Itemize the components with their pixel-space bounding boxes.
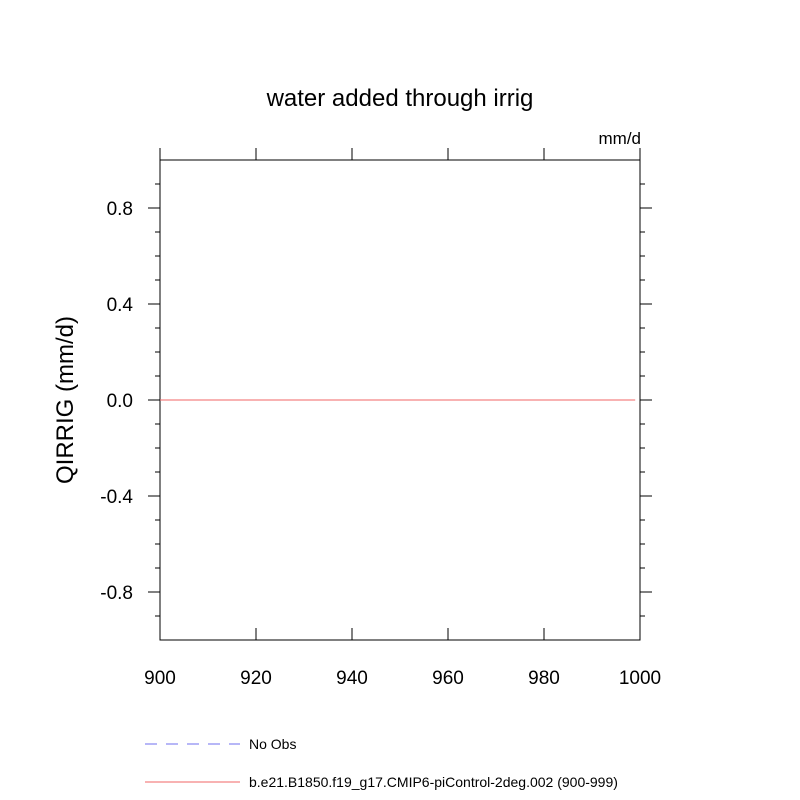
legend: No Obs b.e21.B1850.f19_g17.CMIP6-piContro… (145, 736, 618, 790)
chart-title: water added through irrig (266, 85, 534, 112)
y-tick-label: 0.4 (107, 295, 134, 316)
axis-tick-labels: 900 920 940 960 980 1000 -0.8 -0.4 0.0 0.4 0.8 (100, 199, 661, 689)
units-label: mm/d (599, 129, 642, 148)
axis-ticks (148, 148, 652, 640)
x-tick-label: 940 (336, 668, 368, 689)
y-tick-label: -0.4 (100, 487, 133, 508)
x-tick-label: 900 (144, 668, 176, 689)
y-tick-label: 0.0 (107, 391, 133, 412)
x-tick-label: 980 (528, 668, 560, 689)
x-tick-label: 960 (432, 668, 464, 689)
legend-label-0: No Obs (249, 736, 296, 752)
x-tick-label: 1000 (619, 668, 661, 689)
y-tick-label: 0.8 (107, 199, 133, 220)
legend-label-1: b.e21.B1850.f19_g17.CMIP6-piControl-2deg… (249, 774, 618, 790)
y-tick-label: -0.8 (100, 583, 133, 604)
y-axis-label: QIRRIG (mm/d) (52, 316, 79, 484)
x-tick-label: 920 (240, 668, 272, 689)
